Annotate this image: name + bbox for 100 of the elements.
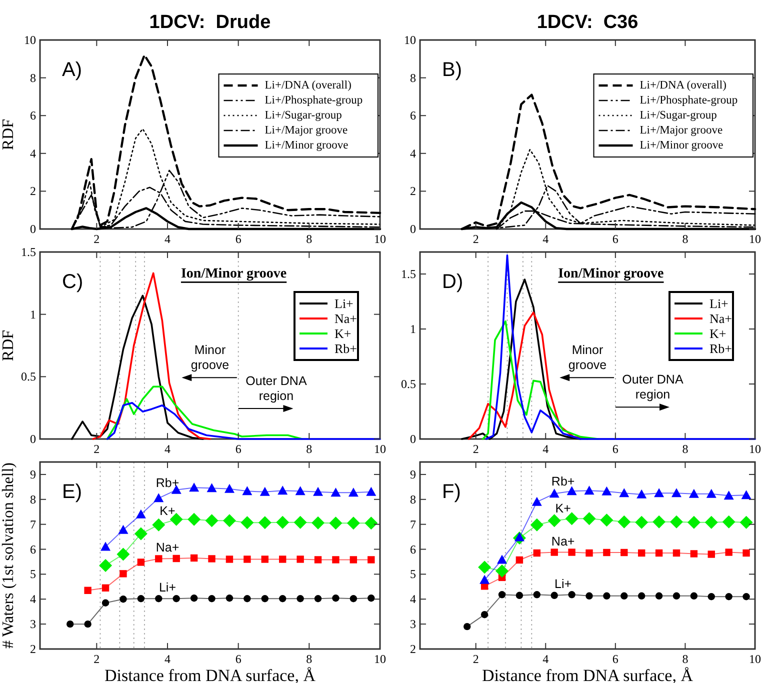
y-tick-label: 9 [30,467,36,482]
y-tick-label: 8 [410,492,416,506]
legend-label: Li+/Phosphate-group [640,94,738,106]
x-tick-label: 2 [94,232,100,246]
x-tick-label: 10 [749,232,761,246]
x-tick-label: 4 [164,442,170,456]
x-tick-label: 8 [682,442,688,456]
series-label: K+ [160,504,176,518]
y-tick-label: 8 [410,70,416,85]
series-label: Na+ [551,534,575,548]
y-tick-label: 0 [30,432,36,446]
x-tick-label: 8 [306,442,312,456]
x-tick-label: 2 [94,442,100,456]
x-tick-label: 2 [472,652,479,666]
y-tick-label: 6 [410,108,416,123]
series-label: Li+ [158,580,176,595]
y-tick-label: 4 [30,146,36,160]
annotation: Minor groove [568,343,607,372]
chart-title: 1DCV: Drude [149,12,271,33]
x-tick-label: 10 [749,652,761,666]
legend-label: Na+ [710,311,732,326]
legend-label: Li+/Minor groove [640,140,724,152]
x-tick-label: 4 [542,442,549,456]
legend-label: Li+/Sugar-group [640,110,718,122]
y-axis-title: RDF [0,118,17,150]
y-tick-label: 9 [410,467,416,482]
x-tick-label: 10 [749,442,761,456]
x-tick-label: 8 [306,652,312,666]
legend-label: K+ [334,326,352,341]
y-tick-label: 0 [30,222,36,236]
chart-title: 1DCV: C36 [536,12,638,33]
legend-label: Na+ [334,311,357,326]
x-tick-label: 8 [682,232,688,246]
x-tick-label: 6 [612,442,618,456]
y-tick-label: 8 [30,492,36,506]
annotation: E) [62,481,82,503]
y-tick-label: 1 [410,322,416,336]
x-tick-label: 6 [235,232,242,246]
y-tick-label: 3 [410,617,416,632]
y-tick-label: 0.5 [401,377,416,391]
x-tick-label: 10 [374,442,386,456]
annotation: Outer DNA region [622,372,684,402]
y-tick-label: 7 [30,517,36,532]
y-tick-label: 1 [30,307,36,322]
x-tick-label: 10 [374,232,386,246]
annotation: Ion/Minor groove [558,266,664,282]
annotation: C) [62,271,84,293]
legend-label: Li+/Sugar-group [264,110,342,122]
legend-label: Li+/Major groove [640,124,723,136]
series-label: Rb+ [156,476,180,490]
series-label: Li+ [554,577,572,592]
y-tick-label: 6 [410,542,416,556]
y-tick-label: 1.5 [21,245,36,259]
y-tick-label: 0 [410,432,416,446]
x-tick-label: 4 [164,652,170,666]
y-tick-label: 1.5 [401,267,416,281]
y-axis-title: RDF [0,330,17,362]
y-tick-label: 6 [30,542,36,556]
series-label: Rb+ [551,474,575,488]
legend-label: Li+/DNA (overall) [264,80,352,92]
x-tick-label: 4 [164,232,170,246]
y-tick-label: 4 [30,592,36,606]
legend-label: Li+/DNA (overall) [640,80,727,92]
x-tick-label: 6 [235,442,242,456]
y-tick-label: 7 [410,517,416,532]
annotation: F) [442,481,461,503]
series-label: Na+ [156,540,180,555]
legend-label: Li+/Minor groove [264,140,348,152]
legend-label: Rb+ [334,341,358,356]
y-tick-label: 4 [410,592,416,606]
legend-label: Li+ [334,296,354,311]
y-tick-label: 0.5 [21,370,36,384]
annotation: D) [442,271,464,293]
annotation: Outer DNA region [246,374,308,403]
y-tick-label: 2 [410,184,416,198]
x-tick-label: 2 [94,652,100,666]
y-tick-label: 0 [410,222,416,236]
x-tick-label: 6 [235,652,242,666]
legend-label: Li+ [710,296,728,311]
y-axis-title: # Waters (1st solvation shell) [0,462,17,648]
y-tick-label: 10 [404,33,416,47]
annotation: Minor groove [190,343,230,372]
annotation: Ion/Minor groove [180,266,287,282]
y-tick-label: 5 [30,567,36,582]
y-tick-label: 2 [30,184,36,198]
x-tick-label: 10 [374,652,386,666]
annotation: A) [62,59,82,81]
legend-label: Li+/Major groove [264,124,348,136]
y-tick-label: 8 [30,70,36,85]
x-tick-label: 4 [542,232,549,246]
y-tick-label: 4 [410,146,416,160]
x-tick-label: 4 [542,652,549,666]
y-tick-label: 2 [30,642,36,656]
x-tick-label: 2 [472,232,479,246]
legend-label: Rb+ [710,341,732,356]
y-tick-label: 10 [24,33,36,47]
x-tick-label: 8 [682,652,688,666]
legend-label: K+ [710,326,726,341]
x-tick-label: 2 [472,442,479,456]
y-tick-label: 6 [30,108,36,123]
